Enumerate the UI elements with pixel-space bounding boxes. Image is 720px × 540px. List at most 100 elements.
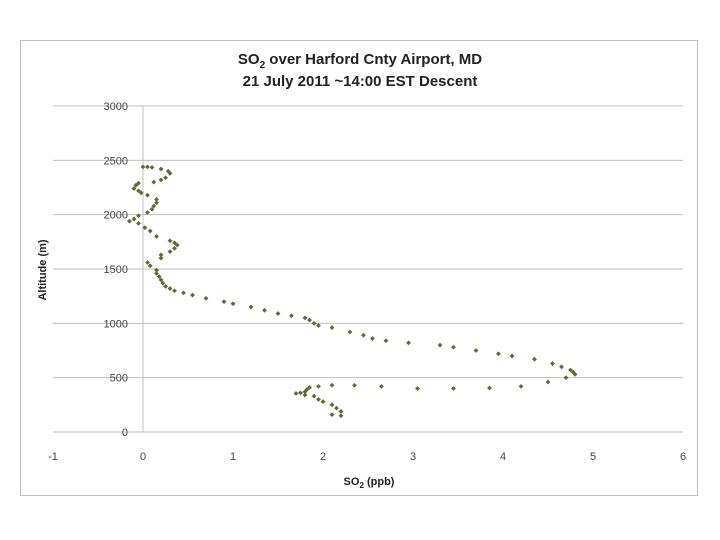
data-points: [127, 164, 578, 419]
data-point: [572, 372, 578, 377]
data-point: [307, 317, 312, 323]
data-point: [167, 249, 173, 255]
data-point: [307, 385, 312, 390]
data-point: [167, 286, 173, 291]
y-axis-label: Altitude (m): [37, 239, 49, 300]
data-point: [248, 304, 254, 310]
data-point: [131, 216, 137, 222]
data-point: [147, 263, 153, 269]
data-point: [334, 405, 339, 411]
data-point: [316, 397, 321, 402]
data-point: [165, 168, 171, 174]
data-point: [131, 186, 137, 191]
data-point: [487, 385, 492, 391]
chart-subtitle: 21 July 2011 ~14:00 EST Descent: [243, 73, 478, 90]
data-point: [167, 238, 173, 244]
x-tick-label: 3: [410, 451, 416, 463]
data-point: [559, 364, 564, 370]
x-tick-label: -1: [48, 451, 58, 463]
data-point: [136, 213, 141, 219]
data-point: [154, 234, 159, 239]
y-tick-label: 1000: [104, 318, 128, 330]
data-point: [136, 188, 141, 194]
data-point: [320, 399, 326, 404]
data-point: [352, 382, 357, 388]
data-point: [329, 382, 335, 388]
data-point: [289, 313, 294, 319]
data-point: [509, 353, 515, 359]
data-point: [133, 182, 139, 188]
data-point: [163, 175, 168, 181]
y-tick-label: 2000: [104, 210, 128, 222]
data-point: [174, 242, 180, 248]
data-point: [545, 379, 551, 385]
data-point: [163, 283, 168, 289]
data-point: [172, 240, 177, 246]
x-tick-labels: -1 0 1 2 3 4 5 6: [48, 451, 686, 463]
data-point: [158, 255, 164, 261]
data-point: [221, 299, 227, 304]
data-point: [473, 348, 479, 353]
data-point: [149, 164, 155, 170]
data-point: [329, 412, 335, 418]
data-point: [316, 383, 321, 389]
data-point: [203, 295, 209, 301]
data-point: [262, 307, 267, 313]
data-point: [370, 336, 375, 341]
x-axis-label: SO2 (ppb): [344, 476, 395, 490]
data-point: [230, 301, 236, 307]
data-point: [406, 340, 411, 346]
data-point: [437, 342, 443, 348]
data-point: [136, 220, 141, 226]
data-point: [451, 386, 456, 391]
gridlines: [53, 105, 683, 433]
data-point: [181, 290, 186, 296]
data-point: [145, 260, 150, 265]
data-point: [149, 206, 155, 212]
x-tick-label: 4: [500, 451, 506, 463]
data-point: [172, 288, 177, 294]
x-tick-label: 0: [140, 451, 146, 463]
data-point: [293, 391, 299, 396]
y-tick-label: 1500: [104, 264, 128, 276]
data-point: [347, 329, 353, 335]
data-point: [311, 393, 317, 399]
data-point: [518, 383, 524, 389]
data-point: [167, 170, 173, 176]
data-point: [568, 367, 573, 373]
data-point: [154, 197, 159, 202]
data-point: [496, 351, 501, 357]
data-point: [302, 392, 308, 398]
data-point: [383, 338, 389, 344]
data-point: [190, 292, 195, 298]
data-point: [136, 180, 141, 186]
data-point: [160, 280, 166, 286]
data-point: [451, 344, 456, 350]
data-point: [302, 389, 308, 395]
data-point: [275, 311, 281, 316]
chart-title: SO2 over Harford Cnty Airport, MD: [238, 51, 482, 71]
data-point: [158, 277, 164, 283]
data-point: [138, 190, 144, 196]
data-point: [329, 402, 335, 408]
data-point: [338, 408, 344, 414]
x-tick-label: 1: [230, 451, 236, 463]
data-point: [158, 252, 164, 258]
data-point: [158, 166, 164, 172]
data-point: [145, 164, 150, 170]
data-point: [127, 218, 132, 224]
data-point: [311, 320, 317, 326]
y-tick-label: 0: [122, 427, 128, 439]
data-point: [158, 177, 164, 183]
data-point: [147, 228, 153, 234]
chart-frame: [20, 40, 698, 496]
data-point: [361, 332, 366, 338]
data-point: [154, 267, 159, 273]
data-point: [338, 413, 344, 419]
data-point: [154, 270, 159, 276]
data-point: [172, 245, 177, 251]
data-point: [151, 203, 157, 209]
data-point: [415, 386, 420, 391]
data-point: [140, 164, 146, 170]
